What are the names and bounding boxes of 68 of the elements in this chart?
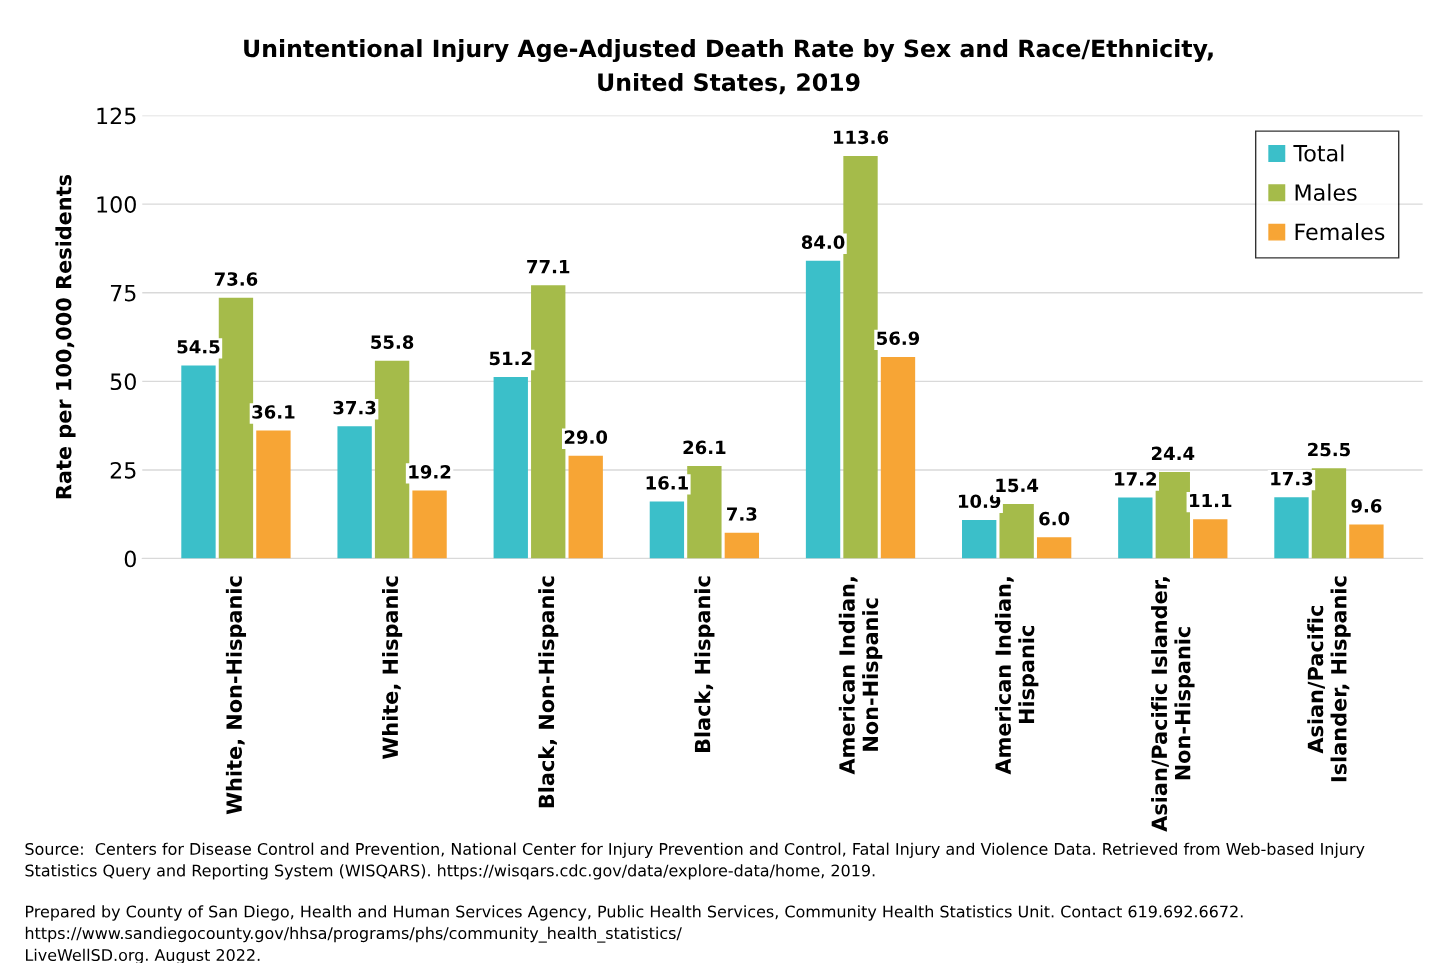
data-label: 55.8: [371, 335, 414, 349]
bar: [1118, 497, 1153, 559]
bar: [374, 360, 410, 559]
bar: [962, 519, 997, 559]
bar: [805, 260, 841, 559]
data-label: 113.6: [834, 130, 889, 145]
data-label: 17.3: [1271, 471, 1313, 486]
bar: [999, 503, 1034, 559]
bar: [1155, 472, 1190, 559]
legend-label: Females: [1295, 223, 1385, 241]
data-label: 29.0: [564, 430, 608, 444]
legend-label: Males: [1295, 183, 1357, 201]
data-label: 36.1: [252, 405, 295, 419]
bar: [843, 155, 878, 559]
y-tick-label: 100: [97, 196, 136, 213]
x-tick-label: American Indian, Hispanic: [994, 577, 1039, 775]
data-label: 10.9: [958, 494, 1001, 509]
data-label: 11.1: [1190, 493, 1232, 508]
bar: [218, 297, 254, 559]
x-tick-label: Asian/Pacific Islander, Hispanic: [1307, 576, 1351, 782]
y-tick-label: 75: [110, 284, 136, 302]
x-tick-label: White, Hispanic: [382, 576, 403, 760]
x-tick-label: Black, Hispanic: [694, 576, 715, 753]
data-label: 84.0: [801, 235, 845, 250]
bar: [256, 430, 291, 559]
data-label: 73.6: [214, 272, 258, 286]
x-tick-label: White, Non-Hispanic: [225, 576, 247, 815]
data-label: 7.3: [727, 507, 757, 521]
data-label: 25.5: [1308, 442, 1350, 457]
x-tick-label: Black, Non-Hispanic: [538, 576, 559, 808]
data-label: 37.3: [333, 400, 376, 415]
bar: [337, 426, 372, 559]
data-label: 15.4: [996, 478, 1039, 493]
data-label: 54.5: [177, 340, 220, 354]
y-tick-label: 50: [110, 373, 136, 391]
bar: [724, 532, 760, 559]
bar: [1311, 468, 1347, 559]
data-label: 26.1: [683, 440, 726, 455]
bar: [412, 490, 447, 559]
data-label: 77.1: [527, 260, 570, 274]
x-tick-label: American Indian, Non-Hispanic: [838, 577, 883, 775]
bar: [181, 365, 216, 559]
y-tick-label: 125: [97, 107, 136, 125]
y-tick-label: 25: [110, 461, 136, 479]
y-axis-title: Rate per 100,000 Residents: [55, 174, 76, 499]
bar: [1349, 524, 1384, 559]
chart-title: Unintentional Injury Age-Adjusted Death Rate by Sex and Race/Ethnicity, United States, 2019: [244, 39, 1213, 95]
legend-label: Total: [1293, 144, 1344, 162]
x-tick-label: Asian/Pacific Islander, Non-Hispanic: [1151, 577, 1195, 832]
data-label: 19.2: [409, 465, 451, 479]
data-label: 9.6: [1351, 499, 1382, 513]
y-tick-label: 0: [124, 550, 136, 568]
bar: [1193, 519, 1228, 559]
bar: [649, 501, 685, 559]
data-label: 17.2: [1115, 472, 1157, 486]
bar: [493, 377, 528, 559]
data-label: 6.0: [1039, 511, 1070, 526]
bar: [1274, 497, 1309, 559]
data-label: 16.1: [646, 476, 688, 490]
bar: [1036, 537, 1072, 559]
data-label: 24.4: [1151, 446, 1195, 460]
data-label: 56.9: [877, 331, 920, 346]
source-note: Source: Centers for Disease Control and Prevention, National Center for Injury Prevention and Control, Fatal Injury and Violence Data. Retrieved from Web-based Injury Statistics Query and Reporting System (WISQARS). https://wisqars.cdc.gov/data/explore-data/home, 2019.: [25, 842, 1365, 880]
bar: [687, 466, 722, 559]
bar: [531, 285, 566, 559]
data-label: 51.2: [489, 351, 532, 366]
bar: [568, 455, 603, 559]
bar: [880, 356, 916, 559]
